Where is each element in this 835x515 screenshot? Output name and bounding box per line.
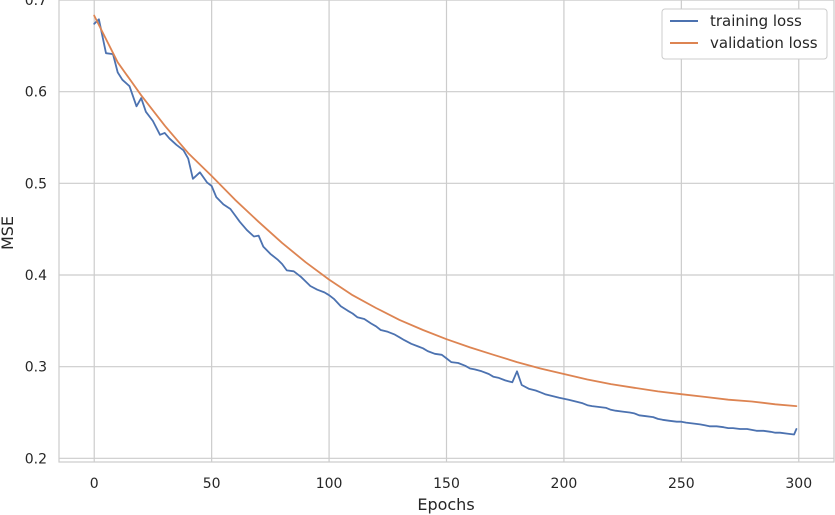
y-tick-label: 0.2 <box>25 451 47 467</box>
legend-label-training-loss: training loss <box>710 12 802 30</box>
legend: training loss validation loss <box>661 8 828 60</box>
x-tick-label: 300 <box>785 476 812 492</box>
x-tick-label: 150 <box>433 476 460 492</box>
y-tick-label: 0.4 <box>25 268 47 284</box>
plot-area-frame <box>58 0 835 463</box>
legend-box <box>661 8 828 60</box>
x-tick-label: 200 <box>551 476 578 492</box>
y-tick-label: 0.3 <box>25 360 47 376</box>
legend-label-validation-loss: validation loss <box>710 34 818 52</box>
tick-labels: 0 50 100 150 200 250 300 0.2 0.3 0.4 0.5 0.6 0.7 <box>25 0 812 492</box>
x-tick-label: 100 <box>316 476 343 492</box>
y-tick-label: 0.5 <box>25 176 47 192</box>
series-group <box>93 14 798 436</box>
x-tick-label: 50 <box>203 476 221 492</box>
series-line-validation-loss <box>93 14 798 408</box>
x-tick-label: 250 <box>668 476 695 492</box>
x-axis-label: Epochs <box>417 495 474 514</box>
y-tick-label: 0.6 <box>25 85 47 101</box>
grid <box>59 0 834 462</box>
x-tick-label: 0 <box>90 476 99 492</box>
series-line-training-loss <box>93 18 798 436</box>
y-tick-label: 0.7 <box>25 0 47 9</box>
y-axis-label: MSE <box>0 216 17 250</box>
